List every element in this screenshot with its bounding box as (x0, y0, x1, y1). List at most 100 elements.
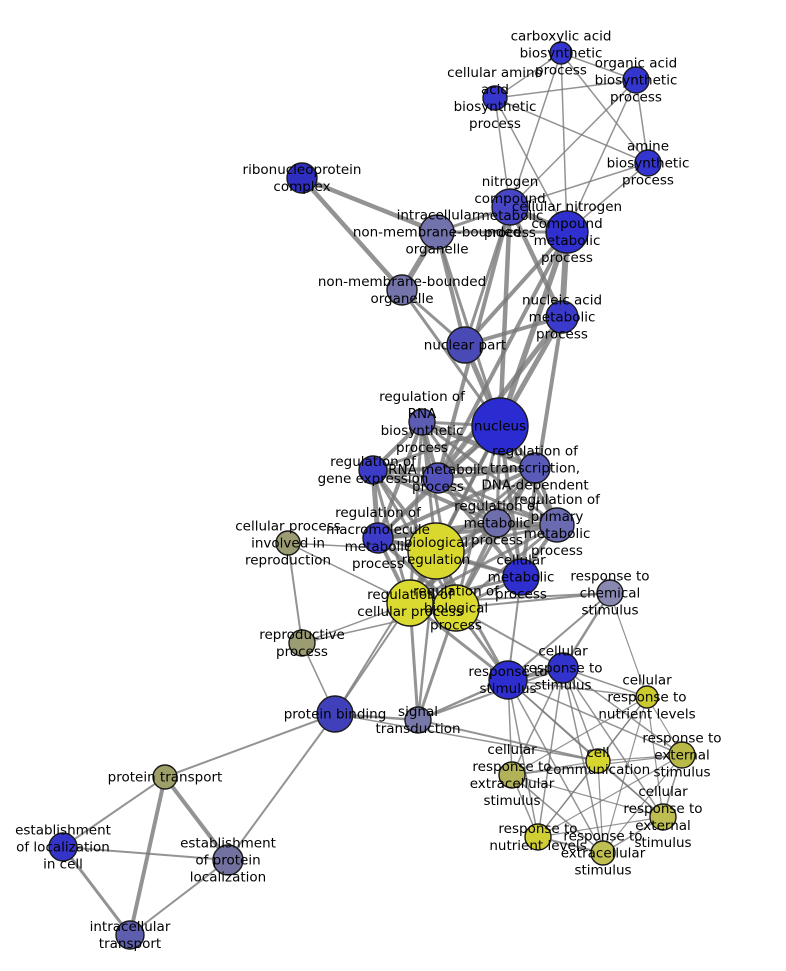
node-ptrans[interactable]: protein transport (152, 764, 178, 790)
node-rext[interactable]: response to external stimulus (668, 741, 696, 769)
node-label-eloc: establishment of localization in cell (15, 823, 111, 873)
node-crepro[interactable]: cellular process involved in reproductio… (275, 530, 301, 556)
node-crstim[interactable]: cellular response to stimulus (547, 652, 579, 684)
edge-nitro-nucleus (497, 206, 513, 427)
edge-rrna-rmet (420, 421, 499, 524)
node-bioreg[interactable]: biological regulation (407, 522, 465, 580)
node-label-rchem: response to chemical stimulus (570, 569, 649, 619)
labels-layer: carboxylic acid biosynthetic process organi… (15, 29, 722, 953)
edge-comm-sigt (417, 719, 599, 762)
edge-pbind-ptrans (164, 713, 336, 778)
node-label-ptrans: protein transport (108, 770, 223, 786)
node-rtrans[interactable]: regulation of transcription, DNA-depende… (519, 452, 551, 484)
node-rmet[interactable]: regulation of metabolic process (482, 508, 512, 538)
edge-carb-cnitro (560, 52, 568, 233)
edge-nmb-ribo (300, 176, 404, 292)
node-rprim[interactable]: regulation of primary metabolic process (539, 507, 575, 543)
node-label-crext: cellular response to external stimulus (623, 784, 702, 851)
node-label-itrans: intracellular transport (90, 919, 171, 952)
node-cnitro[interactable]: cellular nitrogen compound metabolic pro… (545, 210, 589, 254)
edge-carb-nitro (509, 52, 562, 208)
edge-nitro-nacid (507, 206, 565, 318)
node-label-crextra: cellular response to extracellular stimulus (470, 742, 555, 809)
node-comm[interactable]: cell communication (585, 748, 611, 774)
node-rgene[interactable]: regulation of gene expression (358, 455, 388, 485)
node-rrna[interactable]: regulation of RNA biosynthetic process (408, 408, 436, 436)
node-nitro[interactable]: nitrogen compound metabolic process (491, 188, 529, 226)
node-amine[interactable]: amine biosynthetic process (634, 149, 662, 177)
node-label-rtrans: regulation of transcription, DNA-dependent (481, 444, 588, 494)
node-label-sigt: signal transduction (375, 704, 460, 737)
edge-ptrans-itrans (128, 776, 167, 936)
node-label-eprot: establishment of protein localization (180, 836, 276, 886)
node-carb[interactable]: carboxylic acid biosynthetic process (549, 41, 573, 65)
node-rnamet[interactable]: RNA metabolic process (422, 462, 454, 494)
node-label-rgene: regulation of gene expression (318, 454, 429, 487)
edge-rnamet-rprim (437, 476, 558, 527)
node-label-cnitro: cellular nitrogen compound metabolic proces… (512, 199, 622, 266)
node-label-rmet: regulation of metabolic process (454, 499, 541, 549)
node-cmet[interactable]: cellular metabolic process (502, 558, 540, 596)
node-nucleus[interactable]: nucleus (471, 397, 529, 455)
edge-rchem-crnut (609, 592, 648, 698)
node-rchem[interactable]: response to chemical stimulus (596, 579, 624, 607)
edge-crext-crextra (511, 774, 664, 818)
node-label-repro: reproductive process (259, 627, 345, 660)
node-label-crepro: cellular process involved in reproduction (235, 519, 341, 569)
node-label-rnamet: RNA metabolic process (388, 462, 488, 495)
edge-comm-pbind (334, 713, 599, 762)
edge-comm-rnut (537, 760, 599, 838)
edge-eprot-itrans (129, 859, 229, 936)
node-crnut[interactable]: cellular response to nutrient levels (635, 685, 659, 709)
node-label-rextra: response to extracellular stimulus (561, 829, 646, 879)
edge-camino-amine (494, 97, 649, 164)
node-rstim[interactable]: response to stimulus (488, 660, 528, 700)
edge-crextra-rextra (511, 774, 604, 854)
edge-crstim-crext (562, 667, 664, 818)
node-label-rbio: regulation of biological process (413, 584, 500, 634)
node-label-ribo: ribonucleoprotein complex (243, 162, 362, 195)
node-sigt[interactable]: signal transduction (404, 706, 432, 734)
edge-eloc-eprot (62, 846, 229, 861)
edge-crext-rnut (537, 816, 664, 838)
node-eprot[interactable]: establishment of protein localization (212, 844, 244, 876)
edge-cnitro-nucleus (497, 231, 570, 427)
edge-crnut-crextra (511, 696, 648, 776)
node-rnut[interactable]: response to nutrient levels (524, 823, 552, 851)
node-rextra[interactable]: response to extracellular stimulus (590, 840, 616, 866)
edge-amine-nitro (509, 162, 649, 208)
node-inmb[interactable]: intracellular non-membrane-bounded organ… (419, 214, 455, 250)
edge-orga-amine (635, 79, 649, 164)
node-label-rext: response to external stimulus (642, 731, 721, 781)
node-pbind[interactable]: protein binding (316, 695, 354, 733)
edge-crstim-sigt (417, 667, 564, 721)
node-orga[interactable]: organic acid biosynthetic process (622, 66, 650, 94)
node-itrans[interactable]: intracellular transport (115, 920, 145, 950)
node-camino[interactable]: cellular amino acid biosynthetic process (482, 85, 508, 111)
node-rmacro[interactable]: regulation of macromolecule metabolic pr… (362, 522, 394, 554)
node-label-cmet: cellular metabolic process (488, 553, 555, 603)
node-label-orga: organic acid biosynthetic process (595, 56, 678, 106)
node-eloc[interactable]: establishment of localization in cell (48, 832, 78, 862)
edge-crnut-rextra (602, 696, 648, 854)
node-repro[interactable]: reproductive process (288, 629, 316, 657)
node-label-nitro: nitrogen compound metabolic process (474, 174, 545, 241)
node-npart[interactable]: nuclear part (446, 326, 484, 364)
node-rbio[interactable]: regulation of biological process (432, 584, 480, 632)
node-crextra[interactable]: cellular response to extracellular stimu… (498, 761, 526, 789)
node-nacid[interactable]: nucleic acid metabolic process (545, 300, 579, 334)
node-label-carb: carboxylic acid biosynthetic process (511, 29, 612, 79)
edge-camino-cnitro (494, 97, 568, 233)
edge-rgene-rmet (372, 468, 498, 525)
node-label-crstim: cellular response to stimulus (523, 644, 602, 694)
node-nmb[interactable]: non-membrane-bounded organelle (386, 274, 418, 306)
edge-rbio-rchem (455, 592, 611, 609)
node-label-nmb: non-membrane-bounded organelle (318, 274, 486, 307)
node-label-amine: amine biosynthetic process (607, 139, 690, 189)
node-crext[interactable]: cellular response to external stimulus (649, 803, 677, 831)
edge-bioreg-pbind (334, 550, 437, 715)
edge-orga-cnitro (566, 79, 637, 233)
node-ribo[interactable]: ribonucleoprotein complex (286, 162, 318, 194)
